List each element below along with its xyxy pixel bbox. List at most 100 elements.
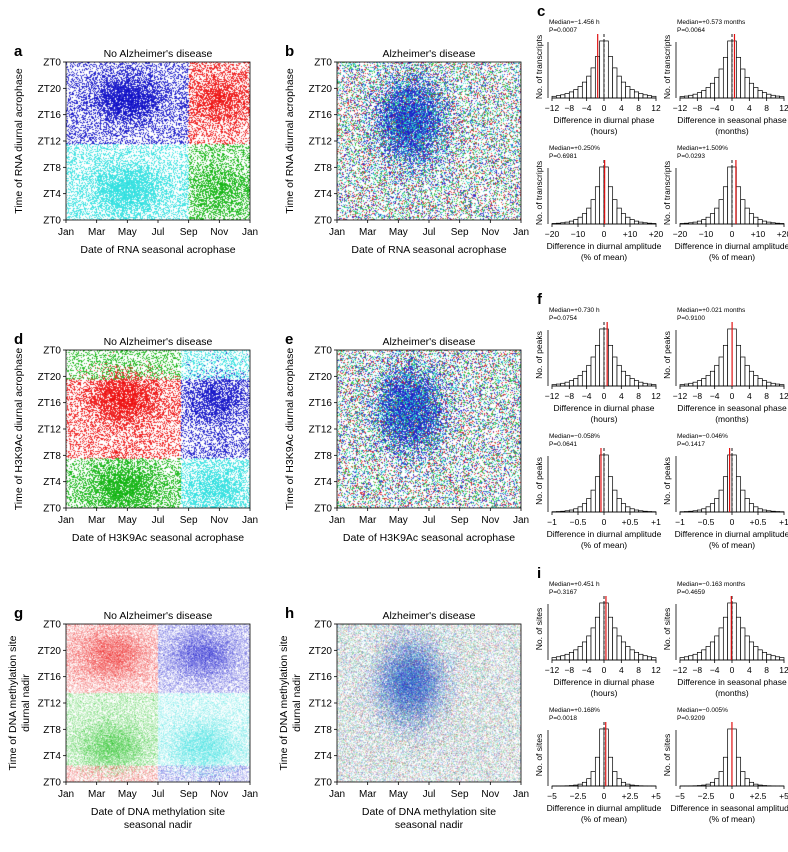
x-tick-label: Jul [423, 789, 436, 800]
histogram-bar [748, 503, 755, 513]
x-tick-label: −8 [692, 665, 702, 675]
y-tick-label: ZT12 [38, 699, 62, 710]
p-value-annotation: P=0.0293 [677, 153, 705, 160]
x-tick-label: Jan [513, 789, 529, 800]
x-tick-label: 8 [636, 391, 641, 401]
histogram-bar [612, 627, 618, 661]
x-tick-label: −4 [582, 103, 592, 113]
histogram-bar [740, 199, 746, 225]
histogram-panel: −12 −8 −4 0 4 8 12 Median=+0.573 monthsP=0.0064… [662, 19, 788, 136]
p-value-annotation: P=0.4659 [677, 589, 705, 596]
histogram-bar [577, 216, 583, 225]
histogram-bar [594, 186, 601, 225]
x-tick-label: −2.5 [698, 791, 715, 801]
histogram-bar [696, 652, 703, 661]
histogram-bar [586, 498, 592, 513]
x-axis-label: Difference in diurnal amplitude [547, 803, 662, 813]
y-tick-label: ZT0 [43, 346, 61, 357]
histogram-bar [701, 508, 707, 513]
x-tick-label: Jan [242, 515, 258, 526]
y-axis-label: No. of peaks [662, 331, 672, 379]
histogram-bar [709, 641, 716, 661]
y-tick-label: ZT8 [314, 451, 332, 462]
histogram-bar [753, 646, 759, 661]
histogram-bar [607, 186, 614, 225]
p-value-annotation: P=0.0064 [677, 27, 705, 34]
histogram-bar [735, 56, 742, 99]
histogram-bar [560, 382, 566, 387]
x-tick-label: Jan [329, 789, 345, 800]
median-annotation: Median=+1.509% [677, 145, 728, 152]
histogram-bar [603, 40, 609, 99]
histogram-bar [735, 476, 742, 513]
histogram-bar [701, 649, 707, 661]
x-tick-label: 0 [602, 791, 607, 801]
x-tick-label: May [389, 227, 408, 238]
histogram-bar [590, 67, 596, 99]
x-tick-label: Jan [58, 789, 74, 800]
histogram-bar [616, 635, 622, 661]
histogram-bar [727, 40, 733, 99]
histogram-bar [581, 641, 588, 661]
histogram-bar [753, 375, 759, 387]
y-tick-label: ZT8 [43, 725, 61, 736]
x-tick-label: −0.5 [570, 517, 587, 527]
x-axis-label: Date of DNA methylation site [362, 806, 496, 818]
histogram-bar [748, 82, 755, 99]
histogram-bar [607, 616, 614, 661]
histogram-bar [599, 40, 605, 99]
p-value-annotation: P=0.0018 [549, 715, 577, 722]
histogram-bar [709, 213, 716, 225]
x-axis-label: (% of mean) [709, 540, 755, 550]
x-tick-label: −2.5 [570, 791, 587, 801]
histogram-bar [740, 627, 746, 661]
y-axis-label: No. of sites [662, 608, 672, 651]
histogram-bar [696, 92, 703, 99]
panel-letter: f [537, 291, 543, 308]
x-tick-label: −8 [564, 665, 574, 675]
histogram-bar [714, 207, 720, 225]
histogram-bar [731, 602, 737, 661]
x-tick-label: −0.5 [698, 517, 715, 527]
histogram-bar [616, 75, 622, 99]
x-tick-label: +0.5 [750, 517, 767, 527]
x-tick-label: +1 [651, 517, 661, 527]
x-axis-label: Difference in diurnal phase [554, 115, 655, 125]
y-axis-label: diurnal nadir [291, 674, 303, 732]
x-tick-label: −8 [564, 103, 574, 113]
histogram-bar [701, 219, 707, 225]
x-tick-label: 0 [602, 229, 607, 239]
median-annotation: Median=+0.250% [549, 145, 600, 152]
histogram-bar [612, 489, 618, 513]
histogram-bar [564, 653, 570, 661]
median-annotation: Median=+0.021 months [677, 307, 746, 314]
x-tick-label: Mar [88, 227, 106, 238]
x-axis-label: Difference in diurnal amplitude [675, 529, 788, 539]
histogram-bar [625, 375, 631, 387]
histogram-bar [709, 781, 716, 787]
histogram-bar [607, 56, 614, 99]
x-tick-label: −4 [710, 103, 720, 113]
histogram-bar [642, 655, 648, 661]
x-tick-label: Jan [242, 227, 258, 238]
scatter-panel-e: e Alzheimer's disease ZT0 ZT20 ZT16 ZT12 ZT8 ZT… [284, 331, 529, 544]
x-tick-label: 0 [602, 103, 607, 113]
panel-title: Alzheimer's disease [382, 610, 475, 622]
y-tick-label: ZT12 [309, 425, 333, 436]
x-tick-label: 12 [651, 391, 661, 401]
y-tick-label: ZT4 [314, 751, 332, 762]
x-axis-label: (% of mean) [581, 814, 627, 824]
histogram-bar [616, 498, 622, 513]
x-tick-label: Sep [451, 227, 469, 238]
histogram-bar [718, 489, 724, 513]
y-tick-label: ZT20 [38, 646, 62, 657]
histogram-bar [757, 378, 763, 387]
histogram-bar [568, 91, 575, 99]
histogram-bar [735, 186, 742, 225]
x-axis-label: (hours) [591, 688, 618, 698]
histogram-bar [705, 87, 711, 99]
y-axis-label: No. of peaks [534, 457, 544, 505]
histogram-bar [692, 93, 698, 99]
histogram-bar [586, 778, 592, 787]
y-tick-label: ZT0 [314, 504, 332, 515]
